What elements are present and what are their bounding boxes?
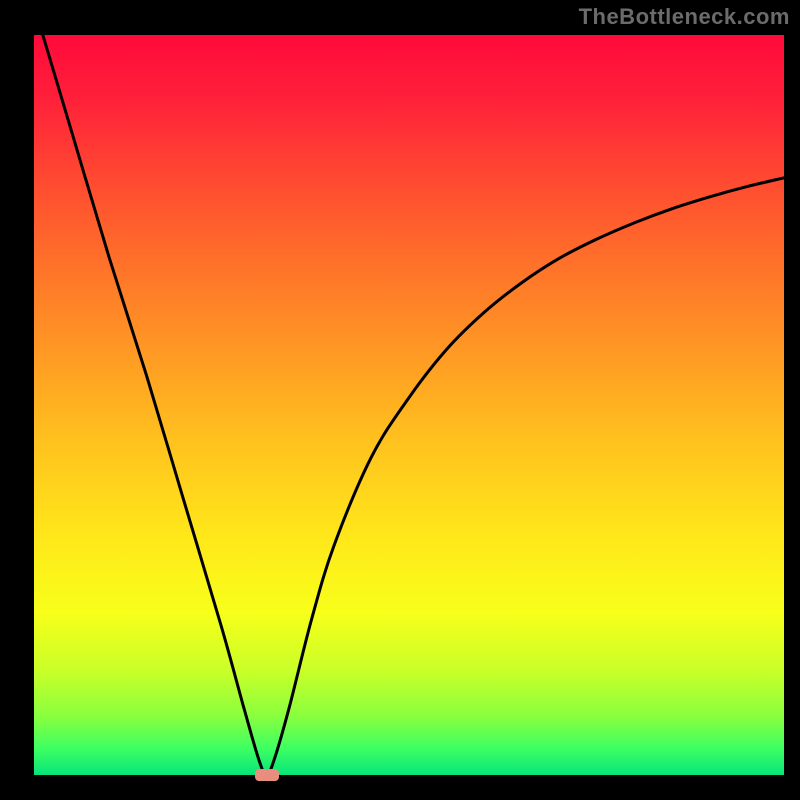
plot-area <box>34 35 784 775</box>
chart-canvas: TheBottleneck.com <box>0 0 800 800</box>
watermark-text: TheBottleneck.com <box>579 4 790 30</box>
bottleneck-curve <box>34 35 784 775</box>
minimum-marker <box>255 769 279 781</box>
